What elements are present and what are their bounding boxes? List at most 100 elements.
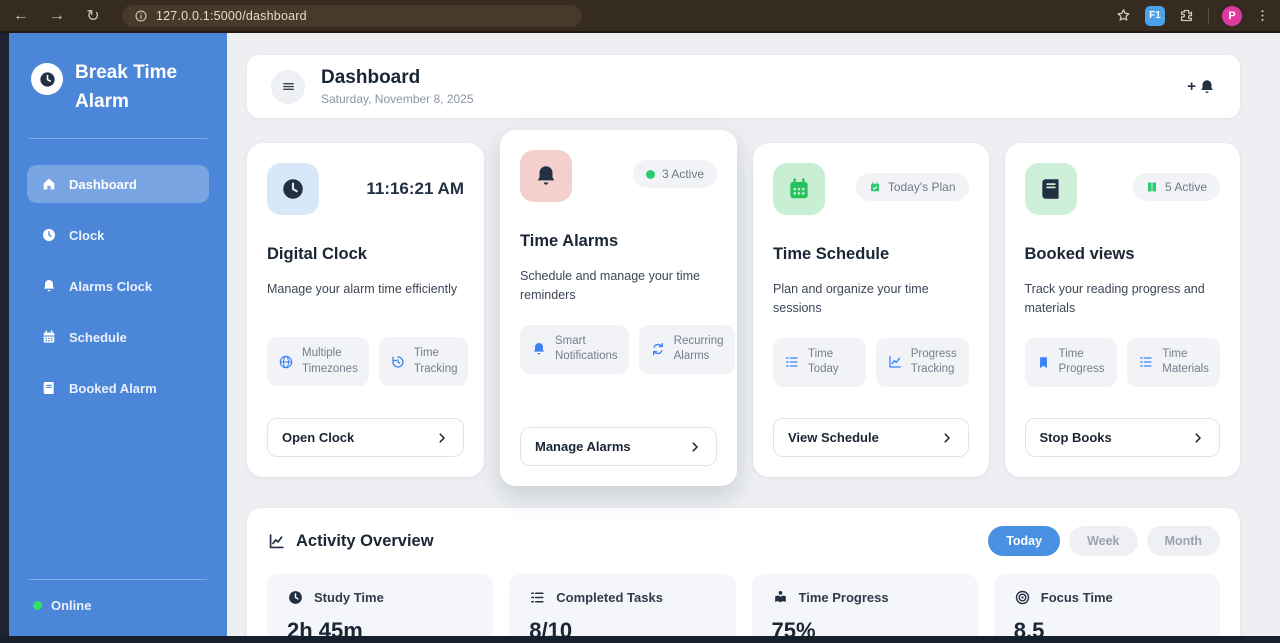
page-title: Dashboard [321, 67, 421, 88]
badge-label: 5 Active [1164, 180, 1207, 194]
stats-row: Study Time 2h 45m Completed Tasks 8/10 T… [267, 574, 1220, 641]
extensions-puzzle-icon[interactable] [1178, 7, 1195, 24]
chip-label: Time Today [808, 347, 839, 376]
chip-label: Recurring Alarms [673, 334, 724, 363]
feature-chip-recurring-alarms: Recurring Alarms [638, 324, 735, 374]
menu-toggle-button[interactable] [271, 69, 305, 104]
hamburger-icon [282, 83, 294, 90]
sidebar-item-clock[interactable]: Clock [27, 216, 209, 254]
browser-chrome: ← → ↻ 127.0.0.1:5000/dashboard F1 P [0, 0, 1280, 33]
refresh-icon [652, 342, 663, 356]
book-icon [43, 382, 54, 394]
app-clock-logo-icon [31, 63, 63, 95]
stat-label: Focus Time [1040, 590, 1113, 605]
stat-value: 8.5 [1013, 618, 1045, 641]
manage-alarms-button[interactable]: Manage Alarms [520, 427, 717, 466]
plus-icon: + [1187, 78, 1196, 95]
sidebar-divider [29, 138, 207, 139]
activity-filters: Today Week Month [988, 526, 1220, 556]
card-description: Plan and organize your time sessions [773, 282, 929, 315]
stat-label: Study Time [314, 590, 384, 605]
add-alarm-button[interactable]: + [1187, 78, 1216, 96]
task-list-icon [786, 357, 798, 367]
card-digital-clock: 11:16:21 AM Digital Clock Manage your al… [247, 143, 484, 477]
active-alarms-badge: 3 Active [632, 160, 717, 188]
bookmark-star-icon[interactable] [1115, 7, 1132, 24]
card-title: Digital Clock [267, 245, 367, 263]
card-description: Schedule and manage your time reminders [520, 269, 700, 302]
button-label: View Schedule [788, 430, 879, 445]
browser-refresh-icon[interactable]: ↻ [86, 7, 100, 25]
site-info-icon[interactable] [134, 9, 148, 23]
live-time: 11:16:21 AM [366, 179, 464, 198]
browser-forward-icon[interactable]: → [49, 6, 65, 24]
stat-study-time: Study Time 2h 45m [267, 574, 494, 641]
url-text: 127.0.0.1:5000/dashboard [156, 8, 307, 23]
main-content: Dashboard Saturday, November 8, 2025 + 1… [227, 33, 1280, 641]
feature-chip-multiple-timezones: Multiple Timezones [267, 337, 369, 387]
clock-icon [289, 591, 302, 604]
activity-title: Activity Overview [296, 531, 434, 550]
filter-month-button[interactable]: Month [1146, 526, 1220, 556]
card-description: Track your reading progress and material… [1024, 282, 1205, 315]
page-date: Saturday, November 8, 2025 [321, 92, 474, 106]
bell-icon [43, 280, 55, 292]
stop-books-button[interactable]: Stop Books [1024, 418, 1220, 457]
url-bar[interactable]: 127.0.0.1:5000/dashboard [122, 4, 582, 27]
feature-chip-smart-notifications: Smart Notifications [520, 324, 629, 374]
filter-today-button[interactable]: Today [988, 526, 1061, 556]
sidebar-item-label: Booked Alarm [69, 380, 157, 396]
stat-label: Completed Tasks [556, 590, 663, 605]
extension-f1-icon[interactable]: F1 [1145, 5, 1165, 26]
home-icon [43, 178, 55, 190]
sidebar-item-dashboard[interactable]: Dashboard [27, 165, 209, 203]
button-label: Open Clock [282, 430, 355, 445]
stat-time-progress: Time Progress 75% [751, 574, 978, 641]
mini-book-icon [1147, 182, 1156, 192]
list-icon [1140, 357, 1152, 367]
sidebar-nav: Dashboard Clock Alarms Clock Schedule Bo… [27, 165, 209, 420]
feature-chip-time-materials: Time Materials [1127, 337, 1220, 387]
green-dot-icon [645, 169, 655, 179]
filter-week-button[interactable]: Week [1069, 526, 1138, 556]
button-label: Stop Books [1039, 430, 1112, 445]
activity-chart-icon [269, 533, 284, 548]
card-description: Manage your alarm time efficiently [267, 282, 458, 296]
clock-tile-icon [267, 163, 319, 215]
status-label: Online [51, 598, 92, 613]
bell-icon [533, 343, 545, 355]
schedule-calendar-tile-icon [773, 163, 825, 215]
profile-avatar[interactable]: P [1222, 5, 1242, 26]
globe-icon [279, 355, 293, 368]
view-schedule-button[interactable]: View Schedule [773, 418, 969, 457]
feature-chip-progress-tracking: Progress Tracking [875, 337, 969, 387]
browser-back-icon[interactable]: ← [13, 6, 29, 24]
feature-chip-time-progress: Time Progress [1024, 337, 1118, 387]
stat-completed-tasks: Completed Tasks 8/10 [509, 574, 736, 641]
sidebar: Break Time Alarm Dashboard Clock Alarms … [9, 33, 227, 641]
bookmark-icon [1039, 356, 1047, 368]
sidebar-item-label: Alarms Clock [69, 278, 153, 294]
active-books-badge: 5 Active [1132, 173, 1220, 201]
sidebar-item-label: Dashboard [69, 176, 137, 192]
chrome-menu-icon[interactable] [1255, 8, 1270, 23]
activity-overview-section: Activity Overview Today Week Month Study… [247, 508, 1240, 641]
chevron-right-icon [692, 441, 698, 452]
card-title: Time Schedule [773, 245, 890, 263]
alarm-bell-tile-icon [520, 150, 572, 202]
window-bottom-edge [0, 636, 1280, 641]
chip-label: Smart Notifications [555, 334, 618, 363]
chrome-separator [1208, 7, 1209, 24]
connection-status: Online [27, 598, 209, 623]
history-icon [392, 355, 404, 368]
chip-label: Time Materials [1162, 347, 1209, 376]
sidebar-item-label: Schedule [69, 329, 127, 345]
card-booked-views: 5 Active Booked views Track your reading… [1004, 143, 1240, 477]
sidebar-item-booked-alarm[interactable]: Booked Alarm [27, 369, 209, 407]
online-status-dot [33, 601, 42, 610]
sidebar-item-schedule[interactable]: Schedule [27, 318, 209, 356]
open-clock-button[interactable]: Open Clock [267, 418, 464, 457]
feature-chip-time-today: Time Today [773, 337, 866, 387]
sidebar-item-alarms-clock[interactable]: Alarms Clock [27, 267, 209, 305]
badge-label: 3 Active [661, 167, 704, 181]
